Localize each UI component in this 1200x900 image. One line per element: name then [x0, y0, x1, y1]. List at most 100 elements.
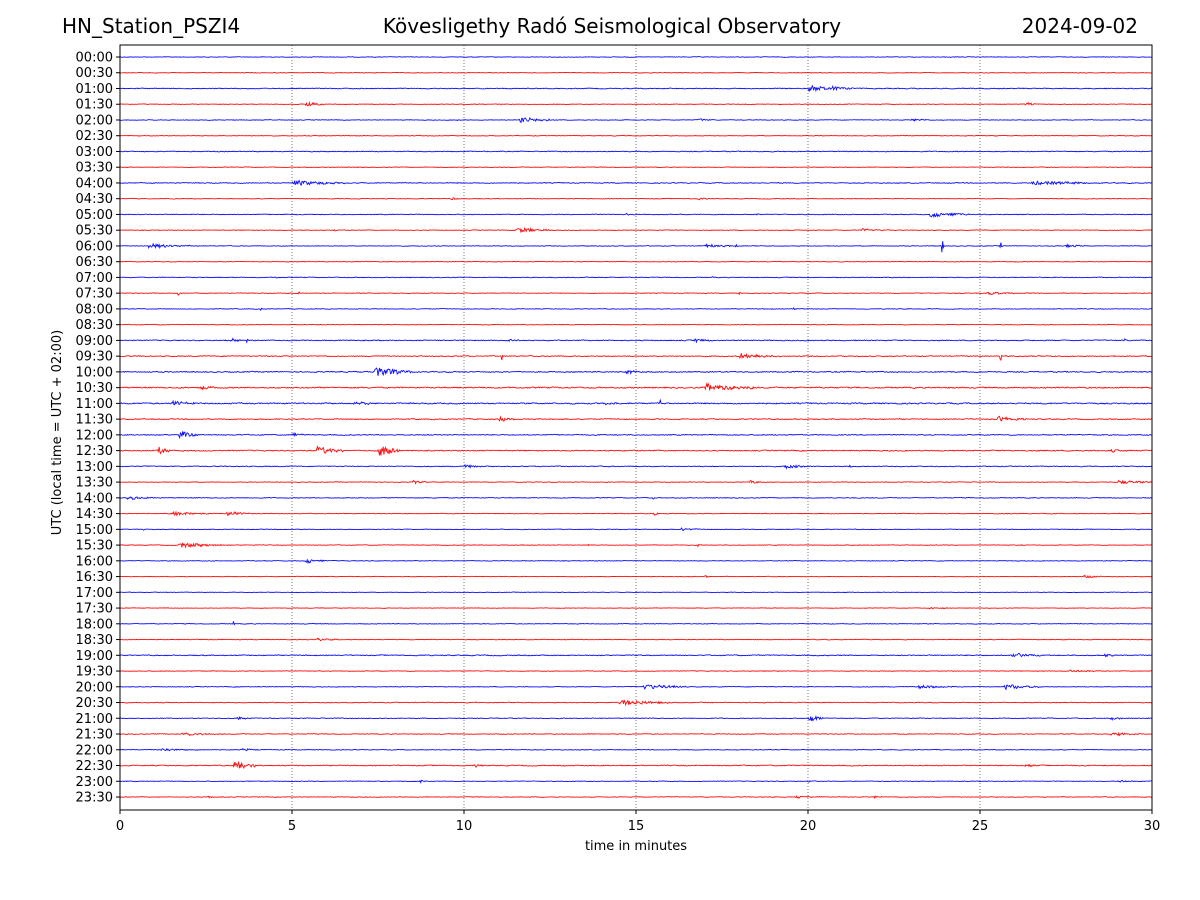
y-tick-label: 05:00: [76, 208, 113, 223]
trace-1030: [119, 381, 1153, 391]
y-tick-label: 22:00: [76, 743, 113, 758]
y-tick-label: 07:00: [76, 271, 113, 286]
y-tick-label: 21:00: [76, 712, 113, 727]
y-tick-label: 11:00: [76, 397, 113, 412]
trace-1300: [119, 463, 1153, 470]
y-tick-label: 04:30: [76, 192, 113, 207]
y-tick-label: 14:00: [76, 491, 113, 506]
y-tick-label: 09:30: [76, 350, 113, 365]
x-tick-label: 25: [972, 819, 989, 834]
trace-0930: [119, 352, 1153, 362]
trace-1700: [119, 591, 1153, 594]
grid-lines: [291, 45, 981, 810]
trace-0600: [119, 241, 1153, 253]
y-tick-label: 04:00: [76, 176, 113, 191]
trace-2000: [119, 684, 1153, 691]
y-tick-label: 20:00: [76, 680, 113, 695]
trace-1530: [119, 542, 1153, 549]
y-tick-label: 13:30: [76, 476, 113, 491]
y-tick-label: 06:00: [76, 239, 113, 254]
x-tick-label: 15: [628, 819, 645, 834]
station-name: HN_Station_PSZI4: [62, 14, 241, 38]
trace-0900: [119, 337, 1153, 344]
trace-1600: [119, 558, 1153, 565]
trace-1800: [119, 621, 1153, 626]
y-tick-label: 23:00: [76, 775, 113, 790]
y-tick-label: 18:00: [76, 617, 113, 632]
y-tick-label: 01:30: [76, 98, 113, 113]
y-tick-label: 19:00: [76, 649, 113, 664]
y-tick-label: 00:30: [76, 66, 113, 81]
chart-date: 2024-09-02: [1021, 14, 1138, 38]
trace-2300: [119, 779, 1153, 784]
trace-0230: [119, 134, 1153, 137]
trace-1830: [119, 637, 1153, 642]
y-tick-label: 22:30: [76, 759, 113, 774]
trace-0300: [119, 150, 1153, 153]
trace-1330: [119, 479, 1153, 485]
y-tick-label: 03:30: [76, 161, 113, 176]
y-axis-label: UTC (local time = UTC + 02:00): [50, 330, 65, 535]
y-tick-label: 20:30: [76, 696, 113, 711]
y-tick-label: 10:30: [76, 381, 113, 396]
y-tick-label: 17:00: [76, 586, 113, 601]
trace-1500: [119, 527, 1153, 532]
trace-2030: [119, 699, 1153, 707]
y-tick-label: 15:00: [76, 523, 113, 538]
y-tick-label: 05:30: [76, 224, 113, 239]
y-tick-label: 16:00: [76, 554, 113, 569]
trace-0030: [119, 71, 1153, 74]
y-tick-label: 12:00: [76, 428, 113, 443]
trace-0730: [119, 291, 1153, 297]
trace-1630: [119, 574, 1153, 579]
y-tick-label: 00:00: [76, 51, 113, 66]
trace-2330: [119, 795, 1153, 800]
trace-1930: [119, 669, 1153, 673]
y-tick-label: 23:30: [76, 791, 113, 806]
trace-0830: [119, 323, 1153, 326]
x-tick-label: 20: [800, 819, 817, 834]
x-tick-label: 0: [116, 819, 124, 834]
trace-0200: [119, 116, 1152, 124]
x-tick-label: 10: [456, 819, 473, 834]
trace-1900: [119, 652, 1153, 658]
trace-1430: [119, 510, 1153, 517]
x-tick-label: 30: [1144, 819, 1161, 834]
x-tick-label: 5: [288, 819, 296, 834]
y-tick-label: 15:30: [76, 539, 113, 554]
trace-2130: [119, 731, 1153, 737]
seismogram-traces: [119, 56, 1153, 800]
y-tick-label: 09:00: [76, 334, 113, 349]
y-tick-label: 17:30: [76, 602, 113, 617]
trace-0700: [119, 276, 1153, 279]
trace-0130: [119, 101, 1153, 107]
y-tick-label: 16:30: [76, 570, 113, 585]
trace-0530: [119, 226, 1153, 233]
trace-0000: [119, 56, 1153, 58]
y-tick-label: 06:30: [76, 255, 113, 270]
y-tick-label: 18:30: [76, 633, 113, 648]
x-axis-ticks: 0 5 10 15 20 25 30: [116, 810, 1160, 834]
trace-0430: [119, 197, 1153, 201]
y-tick-label: 03:00: [76, 145, 113, 160]
trace-1230: [119, 445, 1153, 456]
y-tick-label: 08:30: [76, 318, 113, 333]
x-axis-label: time in minutes: [585, 839, 687, 854]
y-tick-label: 12:30: [76, 444, 113, 459]
y-tick-label: 14:30: [76, 507, 113, 522]
y-tick-label: 02:00: [76, 113, 113, 128]
trace-1130: [119, 415, 1153, 422]
y-tick-label: 01:00: [76, 82, 113, 97]
y-tick-label: 07:30: [76, 287, 113, 302]
trace-1100: [119, 398, 1153, 406]
trace-1400: [119, 496, 1153, 500]
y-tick-label: 19:30: [76, 665, 113, 680]
y-tick-label: 08:00: [76, 302, 113, 317]
trace-1730: [119, 607, 1152, 610]
trace-2200: [119, 748, 1153, 752]
y-tick-label: 21:30: [76, 728, 113, 743]
trace-0100: [119, 84, 1153, 93]
trace-1000: [119, 367, 1153, 377]
y-tick-label: 13:00: [76, 460, 113, 475]
